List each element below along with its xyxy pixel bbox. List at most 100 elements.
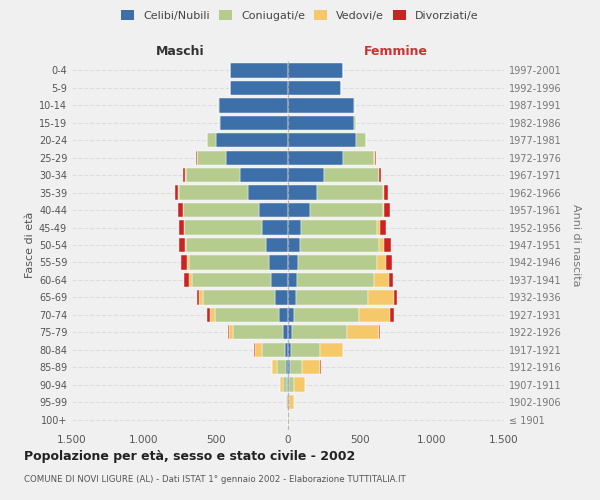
Bar bbox=[175, 186, 178, 200]
Bar bbox=[184, 220, 262, 234]
Bar bbox=[271, 273, 288, 287]
Bar bbox=[299, 238, 379, 252]
Bar bbox=[288, 133, 356, 148]
Bar bbox=[277, 360, 286, 374]
Bar bbox=[254, 342, 255, 357]
Bar bbox=[272, 360, 277, 374]
Bar bbox=[266, 238, 288, 252]
Bar bbox=[210, 308, 215, 322]
Bar bbox=[375, 150, 376, 165]
Bar bbox=[184, 168, 185, 182]
Bar bbox=[186, 168, 241, 182]
Bar bbox=[190, 273, 191, 287]
Bar bbox=[220, 116, 288, 130]
Bar bbox=[287, 378, 288, 392]
Bar bbox=[259, 203, 288, 217]
Bar bbox=[389, 273, 393, 287]
Bar bbox=[292, 325, 347, 340]
Bar bbox=[288, 325, 292, 340]
Bar bbox=[347, 325, 379, 340]
Bar bbox=[219, 98, 288, 112]
Bar bbox=[288, 308, 294, 322]
Bar bbox=[386, 256, 392, 270]
Bar bbox=[354, 116, 356, 130]
Bar bbox=[185, 238, 186, 252]
Bar bbox=[286, 360, 288, 374]
Bar bbox=[385, 238, 391, 252]
Bar bbox=[317, 186, 383, 200]
Bar bbox=[179, 186, 248, 200]
Bar bbox=[203, 290, 275, 304]
Bar bbox=[208, 308, 210, 322]
Bar bbox=[241, 168, 288, 182]
Bar bbox=[377, 256, 386, 270]
Bar bbox=[379, 238, 385, 252]
Bar bbox=[296, 290, 368, 304]
Bar bbox=[288, 203, 310, 217]
Bar bbox=[283, 378, 287, 392]
Bar bbox=[385, 203, 389, 217]
Bar bbox=[383, 186, 384, 200]
Bar bbox=[379, 325, 380, 340]
Bar bbox=[288, 98, 354, 112]
Legend: Celibi/Nubili, Coniugati/e, Vedovi/e, Divorziati/e: Celibi/Nubili, Coniugati/e, Vedovi/e, Di… bbox=[117, 6, 483, 25]
Bar bbox=[178, 203, 182, 217]
Bar bbox=[183, 203, 259, 217]
Bar bbox=[294, 378, 305, 392]
Bar bbox=[301, 220, 377, 234]
Bar bbox=[288, 116, 354, 130]
Bar bbox=[275, 290, 288, 304]
Bar bbox=[230, 64, 288, 78]
Bar bbox=[280, 378, 283, 392]
Bar bbox=[179, 238, 185, 252]
Bar bbox=[288, 150, 343, 165]
Bar bbox=[216, 133, 288, 148]
Bar bbox=[255, 342, 262, 357]
Bar bbox=[286, 395, 287, 409]
Bar bbox=[285, 342, 288, 357]
Bar bbox=[290, 360, 302, 374]
Bar bbox=[181, 256, 187, 270]
Bar bbox=[179, 220, 184, 234]
Bar bbox=[248, 186, 288, 200]
Bar bbox=[289, 378, 294, 392]
Bar bbox=[310, 203, 383, 217]
Text: Popolazione per età, sesso e stato civile - 2002: Popolazione per età, sesso e stato civil… bbox=[24, 450, 355, 463]
Bar bbox=[320, 342, 343, 357]
Bar bbox=[288, 256, 298, 270]
Y-axis label: Fasce di età: Fasce di età bbox=[25, 212, 35, 278]
Bar bbox=[354, 98, 355, 112]
Bar bbox=[288, 395, 289, 409]
Bar bbox=[188, 256, 269, 270]
Bar bbox=[288, 220, 301, 234]
Bar bbox=[374, 273, 389, 287]
Bar bbox=[191, 273, 271, 287]
Text: Maschi: Maschi bbox=[155, 46, 205, 59]
Bar bbox=[294, 308, 359, 322]
Bar bbox=[230, 81, 288, 95]
Bar bbox=[287, 395, 288, 409]
Bar bbox=[197, 290, 199, 304]
Bar bbox=[288, 273, 296, 287]
Bar bbox=[390, 308, 394, 322]
Bar bbox=[288, 290, 296, 304]
Bar bbox=[184, 273, 190, 287]
Bar bbox=[186, 238, 266, 252]
Bar bbox=[229, 325, 233, 340]
Bar bbox=[296, 273, 374, 287]
Bar bbox=[215, 308, 280, 322]
Bar bbox=[359, 308, 390, 322]
Bar bbox=[262, 220, 288, 234]
Y-axis label: Anni di nascita: Anni di nascita bbox=[571, 204, 581, 286]
Bar bbox=[208, 133, 216, 148]
Bar bbox=[197, 150, 226, 165]
Bar bbox=[288, 378, 289, 392]
Bar bbox=[298, 256, 377, 270]
Bar bbox=[199, 290, 203, 304]
Bar bbox=[283, 325, 288, 340]
Bar bbox=[227, 325, 229, 340]
Bar bbox=[289, 395, 294, 409]
Bar bbox=[288, 238, 299, 252]
Bar bbox=[262, 342, 285, 357]
Bar bbox=[356, 133, 366, 148]
